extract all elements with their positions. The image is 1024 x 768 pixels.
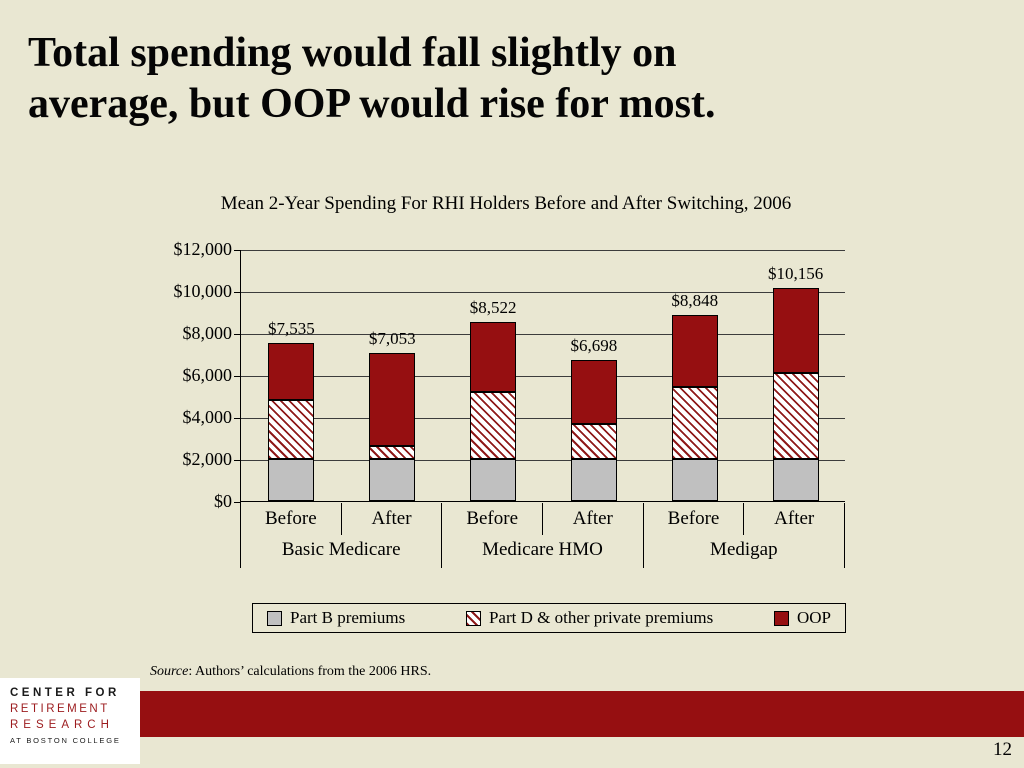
legend-item: OOP bbox=[773, 608, 831, 628]
bar-total-label: $6,698 bbox=[570, 336, 618, 356]
axis-tick bbox=[234, 292, 241, 293]
crr-logo: CENTER FOR RETIREMENT RESEARCH AT BOSTON… bbox=[0, 678, 140, 764]
legend-swatch bbox=[465, 610, 481, 626]
gridline bbox=[241, 250, 845, 251]
bar-segment-oop bbox=[772, 287, 819, 373]
axis-tick bbox=[234, 502, 241, 503]
bar-segment-part-b-premiums bbox=[772, 459, 819, 501]
bar-segment-oop bbox=[470, 322, 517, 392]
axis-tick bbox=[234, 250, 241, 251]
y-tick-label: $2,000 bbox=[182, 449, 233, 469]
source-note: Source: Authors’ calculations from the 2… bbox=[150, 664, 431, 680]
bar-segment-part-b-premiums bbox=[470, 459, 517, 501]
axis-tick bbox=[234, 418, 241, 419]
y-tick-label: $12,000 bbox=[173, 239, 233, 259]
bar-segment-part-d-other-private-premiums bbox=[470, 391, 517, 459]
legend-label: Part B premiums bbox=[290, 608, 406, 627]
group-label: Basic Medicare bbox=[240, 535, 441, 568]
legend-item: Part D & other private premiums bbox=[465, 608, 714, 628]
logo-line-research: RESEARCH bbox=[10, 719, 114, 731]
category-label: Before bbox=[240, 503, 341, 535]
bar-segment-part-b-premiums bbox=[570, 459, 617, 501]
category-label: After bbox=[340, 503, 442, 535]
category-label: Before bbox=[441, 503, 542, 535]
bar-total-label: $7,535 bbox=[268, 318, 315, 338]
logo-line-retirement: RETIREMENT bbox=[10, 703, 110, 715]
gridline bbox=[241, 292, 845, 293]
legend-label: OOP bbox=[796, 608, 831, 627]
group-label: Medicare HMO bbox=[441, 535, 642, 568]
footer-accent-bar bbox=[140, 691, 1024, 737]
category-label: Before bbox=[642, 503, 744, 535]
bar-segment-part-d-other-private-premiums bbox=[772, 372, 819, 459]
y-tick-label: $10,000 bbox=[173, 281, 233, 301]
gridline bbox=[241, 334, 845, 335]
y-tick-label: $8,000 bbox=[182, 323, 233, 343]
y-axis-labels: $12,000 $10,000 $8,000 $6,000 $4,000 $2,000 $0 bbox=[148, 239, 233, 511]
gridline bbox=[241, 418, 845, 419]
y-tick-label: $6,000 bbox=[182, 365, 233, 385]
bar-segment-part-b-premiums bbox=[671, 459, 718, 501]
bar-segment-oop bbox=[570, 360, 617, 425]
legend-item: Part B premiums bbox=[267, 608, 405, 628]
slide-title-line-1: Total spending would fall slightly on bbox=[28, 30, 677, 76]
bar-total-label: $10,156 bbox=[767, 263, 824, 283]
plot-area: $7,535 $7,053 $8,522 $6,698 $8,848 $10,156 bbox=[234, 250, 845, 503]
bar-total-label: $7,053 bbox=[368, 328, 416, 348]
bar-segment-oop bbox=[268, 342, 315, 401]
source-text: : Authors’ calculations from the 2006 HR… bbox=[188, 664, 432, 679]
gridline bbox=[241, 460, 845, 461]
legend-label: Part D & other private premiums bbox=[488, 608, 714, 627]
y-tick-label: $0 bbox=[214, 491, 232, 511]
legend: Part B premiums Part D & other private pr… bbox=[252, 603, 846, 633]
bar-segment-part-d-other-private-premiums bbox=[671, 386, 718, 459]
bar-segment-oop bbox=[369, 352, 416, 446]
bar-total-label: $8,848 bbox=[671, 291, 719, 311]
group-label: Medigap bbox=[642, 535, 845, 568]
chart-title: Mean 2-Year Spending For RHI Holders Bef… bbox=[220, 193, 792, 214]
legend-swatch bbox=[267, 610, 282, 626]
legend-swatch bbox=[773, 610, 789, 626]
category-label: After bbox=[743, 503, 846, 535]
bar-segment-part-b-premiums bbox=[369, 459, 416, 501]
axis-tick bbox=[234, 376, 241, 377]
group-axis: Basic Medicare Medicare HMO Medigap bbox=[240, 535, 845, 568]
page-number: 12 bbox=[993, 739, 1012, 760]
bar-segment-oop bbox=[671, 315, 718, 387]
source-label: Source bbox=[150, 664, 189, 679]
slide-title: Total spending would fall slightly on av… bbox=[28, 28, 988, 130]
category-label: After bbox=[542, 503, 643, 535]
bar-segment-part-d-other-private-premiums bbox=[570, 424, 617, 459]
bar-segment-part-d-other-private-premiums bbox=[369, 446, 416, 459]
category-axis: Before After Before After Before After bbox=[240, 503, 846, 535]
logo-line-boston-college: AT BOSTON COLLEGE bbox=[10, 736, 121, 745]
axis-tick bbox=[234, 334, 241, 335]
bar-total-label: $8,522 bbox=[469, 298, 517, 317]
logo-line-center-for: CENTER FOR bbox=[10, 687, 120, 699]
axis-tick bbox=[234, 460, 241, 461]
gridline bbox=[241, 376, 845, 377]
y-tick-label: $4,000 bbox=[182, 407, 233, 427]
bar-segment-part-d-other-private-premiums bbox=[268, 400, 315, 459]
slide-title-line-2: average, but OOP would rise for most. bbox=[28, 81, 716, 128]
bar-segment-part-b-premiums bbox=[268, 459, 315, 501]
